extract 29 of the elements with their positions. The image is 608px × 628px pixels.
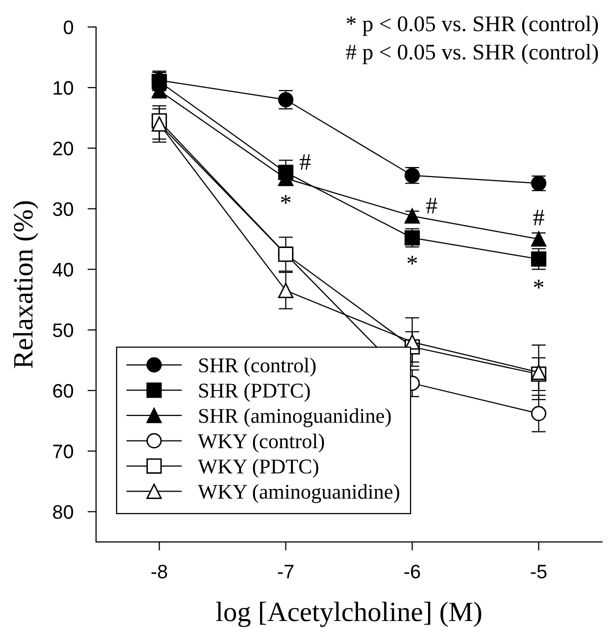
annotation: * [407, 256, 417, 264]
x-tick-label: -8 [152, 564, 168, 578]
annotation: * [281, 195, 291, 204]
annotation: * [534, 280, 544, 288]
y-tick-label: 0 [64, 20, 74, 34]
y-tick-label: 70 [53, 444, 74, 458]
y-tick-label: 10 [54, 81, 74, 95]
y-axis-title: Relaxation (%) [13, 201, 38, 368]
annotation: # [300, 154, 311, 170]
legend-label: SHR (PDTC) [199, 383, 310, 402]
y-tick-label: 50 [52, 323, 74, 338]
y-tick-label: 30 [52, 202, 74, 216]
annotation: * p < 0.05 vs. SHR (control) [346, 16, 598, 36]
legend-label: WKY (aminoguanidine) [198, 484, 400, 504]
x-tick-label: -6 [404, 564, 420, 578]
x-tick-label: -7 [278, 564, 294, 578]
legend-label: WKY (control) [198, 434, 324, 453]
annotation: # [426, 198, 438, 214]
y-tick-label: 20 [53, 142, 74, 156]
x-axis-title: log [Acetylcholine] (M) [216, 602, 482, 628]
y-tick-label: 80 [53, 505, 74, 519]
annotation: # p < 0.05 vs. SHR (control) [346, 44, 598, 64]
legend-label: SHR (aminoguanidine) [199, 408, 391, 428]
legend-label: WKY (PDTC) [198, 458, 318, 478]
x-tick-label: -5 [530, 564, 547, 578]
annotation: # [533, 210, 544, 226]
legend-label: SHR (control) [199, 358, 316, 377]
y-tick-label: 60 [53, 384, 74, 398]
y-tick-label: 40 [52, 262, 74, 277]
